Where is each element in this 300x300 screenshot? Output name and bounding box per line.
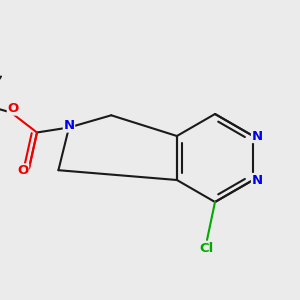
Text: N: N xyxy=(251,173,263,187)
Text: O: O xyxy=(8,102,19,115)
Text: N: N xyxy=(251,130,263,142)
Text: N: N xyxy=(63,119,74,132)
Text: Cl: Cl xyxy=(200,242,214,254)
Text: O: O xyxy=(17,164,28,177)
